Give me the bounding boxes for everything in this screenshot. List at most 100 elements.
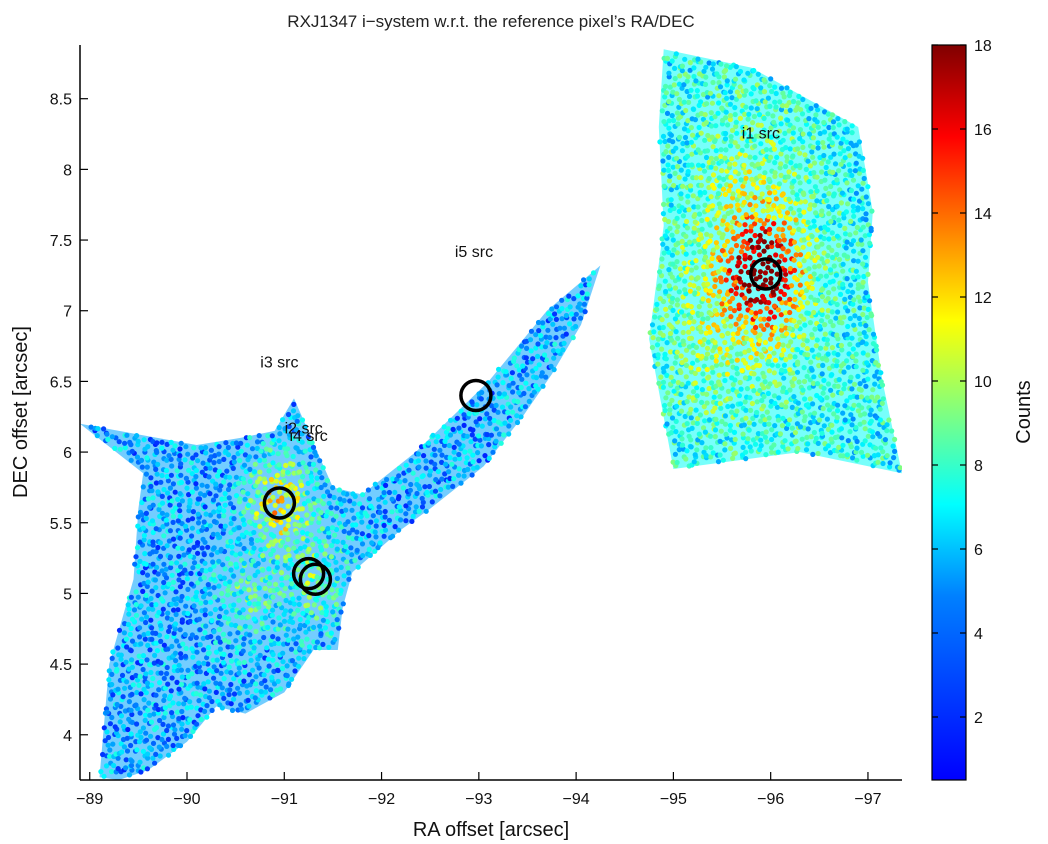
data-point bbox=[450, 483, 456, 489]
data-point bbox=[189, 516, 196, 522]
data-point bbox=[822, 224, 828, 230]
data-point bbox=[822, 331, 828, 337]
data-point bbox=[145, 751, 151, 757]
data-point bbox=[141, 610, 147, 616]
data-point bbox=[550, 321, 556, 327]
data-point bbox=[341, 498, 347, 504]
x-tick-label: −93 bbox=[465, 791, 492, 808]
data-point bbox=[208, 611, 214, 617]
data-point bbox=[842, 119, 848, 125]
data-point bbox=[776, 181, 783, 187]
data-point bbox=[870, 387, 876, 393]
data-point bbox=[162, 590, 168, 596]
data-point bbox=[381, 533, 387, 539]
data-point bbox=[205, 679, 211, 685]
data-point bbox=[840, 268, 846, 274]
data-point bbox=[831, 151, 837, 157]
data-point bbox=[855, 294, 862, 300]
data-point bbox=[318, 484, 324, 491]
data-point bbox=[804, 345, 810, 352]
data-point bbox=[757, 195, 763, 201]
data-point bbox=[677, 266, 684, 272]
data-point bbox=[743, 407, 749, 413]
data-point bbox=[491, 417, 497, 424]
data-point bbox=[722, 136, 729, 142]
data-point bbox=[193, 485, 199, 491]
data-point bbox=[267, 447, 273, 453]
data-point bbox=[824, 395, 830, 401]
data-point bbox=[854, 438, 860, 445]
data-point bbox=[251, 469, 258, 475]
data-point bbox=[803, 175, 809, 181]
data-point bbox=[218, 523, 224, 529]
data-point bbox=[797, 212, 803, 219]
data-point bbox=[674, 459, 680, 466]
data-point bbox=[208, 634, 214, 640]
data-point bbox=[415, 451, 421, 457]
data-point bbox=[155, 592, 161, 599]
data-point bbox=[669, 274, 675, 280]
data-point bbox=[863, 211, 869, 217]
data-point bbox=[831, 191, 837, 197]
data-point bbox=[261, 672, 267, 678]
data-point bbox=[803, 166, 809, 172]
data-point bbox=[821, 377, 827, 383]
data-point bbox=[491, 407, 497, 413]
data-point bbox=[271, 533, 277, 539]
data-point bbox=[156, 687, 162, 693]
data-point bbox=[280, 539, 286, 545]
data-point bbox=[264, 516, 270, 523]
data-point bbox=[283, 632, 289, 638]
data-point bbox=[708, 155, 715, 161]
data-point bbox=[164, 457, 170, 463]
data-point bbox=[332, 532, 338, 538]
data-point bbox=[238, 448, 244, 454]
data-point bbox=[743, 88, 749, 94]
data-point bbox=[697, 412, 704, 418]
data-point bbox=[757, 274, 763, 280]
data-point bbox=[821, 235, 827, 242]
data-point bbox=[844, 276, 850, 282]
data-point bbox=[845, 201, 851, 207]
data-point bbox=[810, 135, 817, 141]
data-point bbox=[725, 258, 731, 264]
data-point bbox=[736, 260, 743, 266]
data-point bbox=[141, 580, 147, 587]
data-point bbox=[161, 561, 167, 567]
data-point bbox=[853, 190, 860, 196]
data-point bbox=[182, 561, 188, 567]
data-point bbox=[123, 659, 129, 665]
data-point bbox=[493, 426, 500, 432]
data-point bbox=[249, 446, 256, 452]
data-point bbox=[800, 228, 807, 234]
data-point bbox=[736, 276, 742, 282]
data-point bbox=[359, 519, 365, 525]
data-point bbox=[543, 357, 550, 363]
data-point bbox=[213, 680, 219, 686]
data-point bbox=[470, 427, 476, 433]
data-point bbox=[324, 478, 330, 484]
data-point bbox=[804, 300, 811, 306]
data-point bbox=[791, 376, 798, 382]
data-point bbox=[765, 111, 771, 117]
data-point bbox=[543, 334, 549, 340]
data-point bbox=[314, 481, 320, 487]
data-point bbox=[176, 701, 182, 707]
data-point bbox=[276, 462, 282, 468]
data-point bbox=[779, 423, 786, 429]
data-point bbox=[761, 393, 767, 400]
data-point bbox=[863, 333, 869, 340]
data-point bbox=[729, 255, 735, 261]
data-point bbox=[765, 184, 771, 191]
data-point bbox=[662, 402, 668, 409]
data-point bbox=[159, 736, 165, 743]
data-point bbox=[451, 449, 457, 455]
data-point bbox=[768, 280, 774, 286]
data-point bbox=[190, 509, 196, 515]
data-point bbox=[795, 100, 801, 106]
data-point bbox=[726, 188, 732, 194]
data-point bbox=[759, 397, 765, 404]
data-point bbox=[528, 328, 535, 334]
data-point bbox=[828, 436, 834, 442]
data-point bbox=[346, 530, 352, 536]
